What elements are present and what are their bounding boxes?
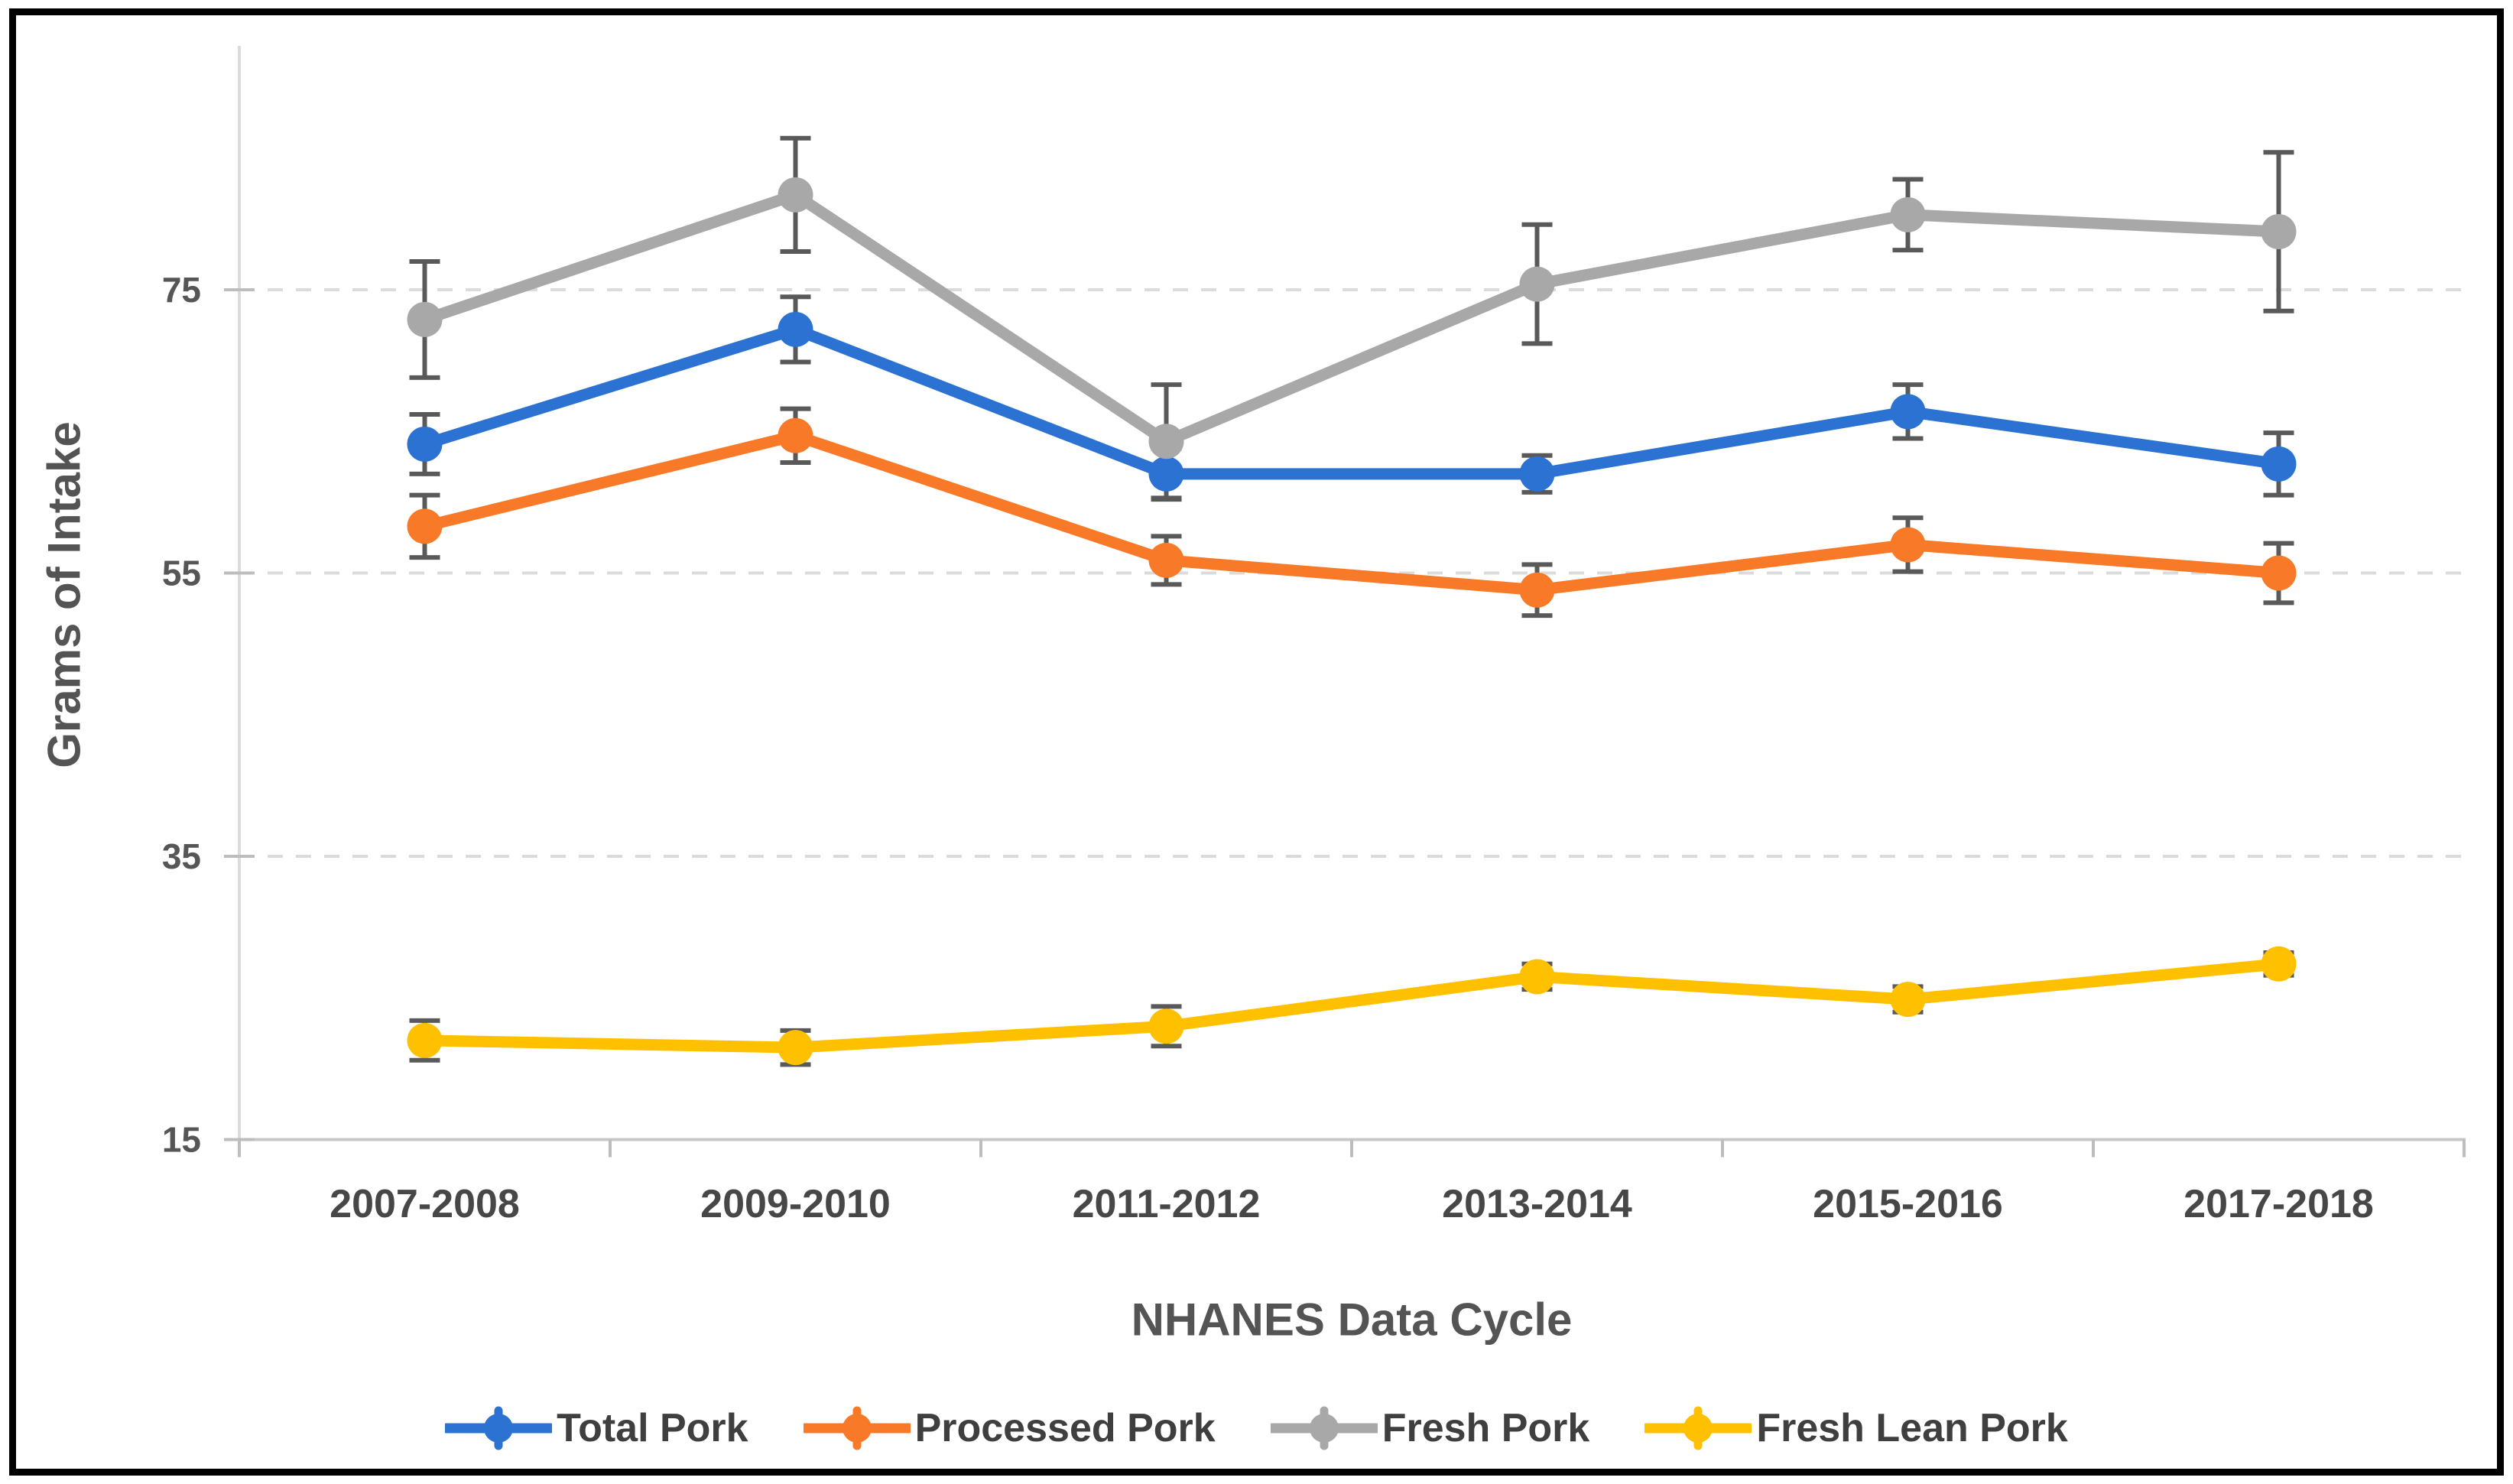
data-point-fresh-pork-2015-2016: [1890, 196, 1926, 232]
x-category-label-2015-2016: 2015-2016: [1813, 1182, 2003, 1226]
legend-swatch-fresh-pork: [1270, 1406, 1378, 1450]
data-point-fresh-lean-pork-2007-2008: [407, 1022, 443, 1058]
y-tick-label-55: 55: [162, 554, 201, 593]
legend: Total Pork Processed Pork Fresh Pork: [0, 1401, 2513, 1456]
y-axis-title: Grams of Intake: [38, 421, 90, 768]
x-category-label-2011-2012: 2011-2012: [1073, 1182, 1261, 1226]
legend-swatch-total-pork: [445, 1406, 553, 1450]
legend-label-fresh-pork: Fresh Pork: [1382, 1406, 1590, 1450]
x-category-label-2013-2014: 2013-2014: [1442, 1182, 1632, 1226]
data-point-fresh-pork-2009-2010: [778, 177, 813, 213]
legend-item-fresh-pork: Fresh Pork: [1270, 1405, 1590, 1451]
legend-item-total-pork: Total Pork: [445, 1405, 748, 1451]
legend-label-fresh-lean-pork: Fresh Lean Pork: [1756, 1406, 2068, 1450]
data-point-processed-pork-2011-2012: [1148, 542, 1184, 578]
data-point-fresh-lean-pork-2017-2018: [2261, 946, 2297, 982]
series-line-total-pork: [419, 323, 2284, 480]
data-point-fresh-lean-pork-2011-2012: [1148, 1008, 1184, 1044]
data-point-fresh-pork-2011-2012: [1148, 424, 1184, 459]
series-line-fresh-lean-pork: [419, 958, 2284, 1054]
legend-swatch-fresh-lean-pork: [1644, 1406, 1752, 1450]
x-category-label-2007-2008: 2007-2008: [330, 1182, 520, 1226]
y-tick-label-35: 35: [162, 836, 201, 876]
data-point-total-pork-2011-2012: [1148, 456, 1184, 492]
legend-item-fresh-lean-pork: Fresh Lean Pork: [1644, 1405, 2068, 1451]
data-point-fresh-pork-2013-2014: [1519, 266, 1555, 302]
data-point-processed-pork-2007-2008: [407, 508, 443, 544]
data-point-processed-pork-2013-2014: [1519, 572, 1555, 608]
y-tick-label-15: 15: [162, 1120, 201, 1160]
data-point-total-pork-2007-2008: [407, 426, 443, 462]
data-point-fresh-lean-pork-2009-2010: [778, 1030, 813, 1066]
data-point-total-pork-2015-2016: [1890, 394, 1926, 430]
x-category-label-2009-2010: 2009-2010: [700, 1182, 891, 1226]
data-point-fresh-pork-2007-2008: [407, 301, 443, 337]
series-line-fresh-pork: [419, 189, 2284, 447]
data-point-fresh-pork-2017-2018: [2261, 214, 2297, 250]
data-point-total-pork-2013-2014: [1519, 456, 1555, 492]
data-point-fresh-lean-pork-2013-2014: [1519, 959, 1555, 995]
data-point-processed-pork-2017-2018: [2261, 555, 2297, 591]
x-category-label-2017-2018: 2017-2018: [2183, 1182, 2374, 1226]
data-point-total-pork-2009-2010: [778, 311, 813, 347]
y-tick-label-75: 75: [162, 270, 201, 310]
x-axis-title: NHANES Data Cycle: [1131, 1294, 1573, 1346]
legend-label-processed-pork: Processed Pork: [914, 1406, 1216, 1450]
series-line-processed-pork: [419, 430, 2284, 596]
data-point-processed-pork-2009-2010: [778, 417, 813, 453]
legend-swatch-processed-pork: [803, 1406, 911, 1450]
legend-item-processed-pork: Processed Pork: [803, 1405, 1216, 1451]
legend-label-total-pork: Total Pork: [557, 1406, 748, 1450]
data-point-processed-pork-2015-2016: [1890, 527, 1926, 563]
data-point-fresh-lean-pork-2015-2016: [1890, 982, 1926, 1018]
data-point-total-pork-2017-2018: [2261, 446, 2297, 482]
